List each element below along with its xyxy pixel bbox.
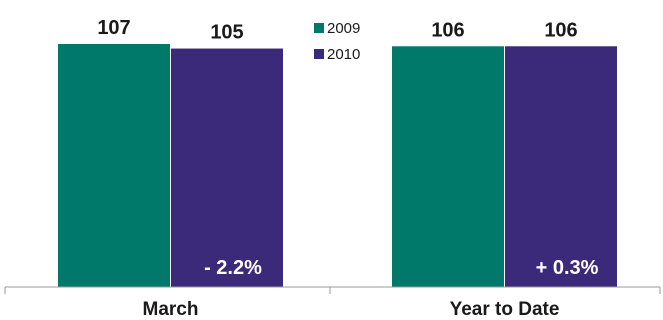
labels-layer: 107 105 - 2.2% 106 106 + 0.3% bbox=[97, 17, 598, 279]
bar-2009-year-to-date bbox=[392, 46, 504, 287]
legend: 2009 2010 bbox=[314, 20, 360, 63]
legend-label-2009: 2009 bbox=[327, 20, 360, 37]
bars-layer bbox=[58, 44, 617, 288]
data-label-2010-year-to-date: 106 bbox=[544, 19, 577, 41]
legend-swatch-2009 bbox=[314, 23, 324, 33]
change-label-year-to-date: + 0.3% bbox=[536, 257, 599, 279]
legend-label-2010: 2010 bbox=[327, 46, 360, 63]
data-label-2010-march: 105 bbox=[210, 22, 243, 44]
x-axis: March Year to Date bbox=[4, 286, 661, 320]
x-tick-label-year-to-date: Year to Date bbox=[450, 299, 560, 320]
data-label-2009-march: 107 bbox=[97, 17, 130, 39]
data-label-2009-year-to-date: 106 bbox=[431, 19, 464, 41]
bar-2010-march bbox=[171, 48, 283, 288]
bar-2009-march bbox=[58, 44, 170, 287]
change-label-march: - 2.2% bbox=[204, 257, 262, 279]
legend-swatch-2010 bbox=[314, 49, 324, 59]
x-tick-label-march: March bbox=[143, 299, 199, 320]
bar-2010-year-to-date bbox=[505, 46, 617, 287]
